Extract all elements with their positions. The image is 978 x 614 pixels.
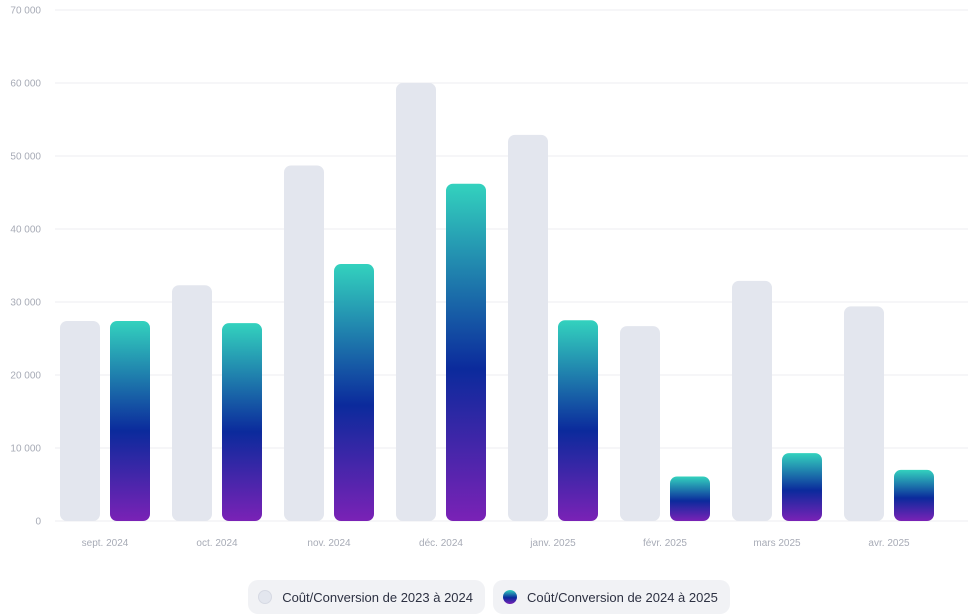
legend-swatch-series-2 [503, 590, 517, 604]
y-tick-label: 70 000 [10, 6, 41, 17]
bar-series-2[interactable] [670, 476, 710, 521]
bar-series-2[interactable] [782, 453, 822, 521]
y-tick-label: 10 000 [10, 444, 41, 455]
legend-label-series-2: Coût/Conversion de 2024 à 2025 [527, 589, 718, 605]
bar-series-2[interactable] [222, 323, 262, 521]
x-tick-label: déc. 2024 [419, 538, 463, 549]
bar-series-1[interactable] [284, 165, 324, 522]
bar-series-2[interactable] [334, 264, 374, 521]
x-tick-label: oct. 2024 [196, 538, 238, 549]
x-axis-ticks: sept. 2024 oct. 2024 nov. 2024 déc. 2024 jan… [82, 538, 910, 549]
x-tick-label: nov. 2024 [307, 538, 351, 549]
bar-series-1[interactable] [620, 326, 660, 521]
bar-series-1[interactable] [172, 285, 212, 521]
bar-series-2[interactable] [894, 469, 934, 521]
bar-chart: 0 10 000 20 000 30 000 40 000 50 000 60 000 70 … [10, 6, 968, 549]
bar-series-1[interactable] [60, 320, 100, 521]
x-tick-label: sept. 2024 [82, 538, 129, 549]
y-tick-label: 40 000 [10, 225, 41, 236]
x-tick-label: févr. 2025 [643, 538, 687, 549]
bar-series-2[interactable] [110, 320, 150, 521]
y-tick-label: 30 000 [10, 298, 41, 309]
legend-item-series-1[interactable]: Coût/Conversion de 2023 à 2024 [248, 580, 485, 614]
legend-label-series-1: Coût/Conversion de 2023 à 2024 [282, 589, 473, 605]
legend-swatch-series-1 [258, 590, 273, 604]
bar-series-2[interactable] [446, 183, 486, 522]
bar-series-1[interactable] [844, 306, 884, 521]
chart-canvas: 0 10 000 20 000 30 000 40 000 50 000 60 000 70 … [10, 6, 968, 549]
y-tick-label: 50 000 [10, 152, 41, 163]
y-tick-label: 60 000 [10, 79, 41, 90]
legend-item-series-2[interactable]: Coût/Conversion de 2024 à 2025 [493, 580, 730, 614]
x-tick-label: mars 2025 [753, 538, 801, 549]
y-tick-label: 0 [35, 517, 41, 528]
y-tick-label: 20 000 [10, 371, 41, 382]
x-tick-label: avr. 2025 [868, 538, 910, 549]
x-tick-label: janv. 2025 [529, 538, 576, 549]
bars [60, 83, 934, 522]
bar-series-1[interactable] [508, 134, 548, 521]
y-axis-ticks: 0 10 000 20 000 30 000 40 000 50 000 60 000 70 … [10, 6, 41, 528]
bar-series-1[interactable] [732, 280, 772, 521]
bar-series-1[interactable] [396, 83, 436, 521]
legend: Coût/Conversion de 2023 à 2024 Coût/Conv… [0, 580, 978, 614]
bar-series-2[interactable] [558, 320, 598, 521]
